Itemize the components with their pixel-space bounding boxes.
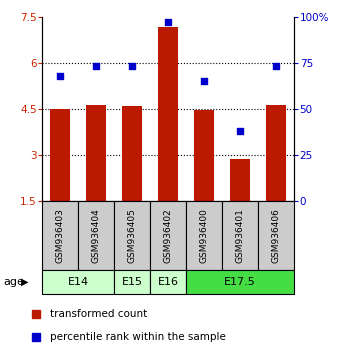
Bar — [122, 105, 142, 201]
Point — [57, 73, 63, 78]
Bar — [42, 270, 114, 294]
Text: GSM936402: GSM936402 — [164, 208, 173, 263]
Text: E14: E14 — [68, 277, 89, 287]
Point — [237, 128, 243, 133]
Text: ▶: ▶ — [21, 277, 28, 287]
Bar — [150, 270, 186, 294]
Text: E17.5: E17.5 — [224, 277, 256, 287]
Text: E15: E15 — [122, 277, 143, 287]
Bar — [114, 201, 150, 270]
Bar — [258, 201, 294, 270]
Bar — [194, 110, 214, 201]
Point — [129, 63, 135, 69]
Bar — [186, 270, 294, 294]
Point — [273, 63, 279, 69]
Bar — [222, 201, 258, 270]
Bar — [114, 270, 150, 294]
Point — [201, 78, 207, 84]
Bar — [78, 201, 114, 270]
Bar — [186, 201, 222, 270]
Bar — [150, 201, 186, 270]
Bar — [50, 109, 70, 201]
Text: transformed count: transformed count — [50, 309, 147, 319]
Bar — [42, 201, 78, 270]
Text: percentile rank within the sample: percentile rank within the sample — [50, 332, 225, 342]
Bar — [158, 27, 178, 201]
Bar — [230, 159, 250, 201]
Text: GSM936406: GSM936406 — [271, 208, 281, 263]
Text: age: age — [3, 277, 24, 287]
Bar — [86, 105, 106, 201]
Text: GSM936405: GSM936405 — [128, 208, 137, 263]
Text: GSM936400: GSM936400 — [200, 208, 209, 263]
Point — [94, 63, 99, 69]
Point — [166, 19, 171, 25]
Text: GSM936404: GSM936404 — [92, 208, 101, 263]
Text: E16: E16 — [158, 277, 179, 287]
Text: GSM936401: GSM936401 — [236, 208, 245, 263]
Bar — [266, 105, 286, 201]
Text: GSM936403: GSM936403 — [56, 208, 65, 263]
